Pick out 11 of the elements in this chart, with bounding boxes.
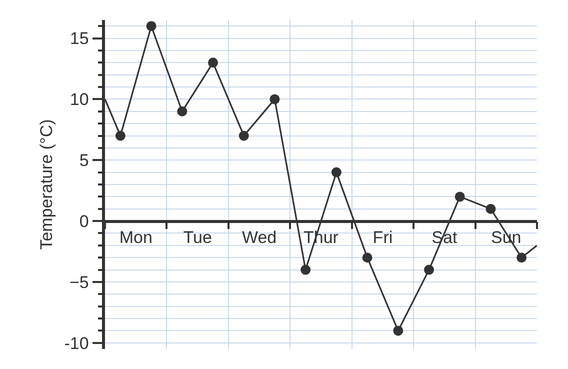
y-tick-label: 0: [79, 212, 89, 232]
x-tick-label: Wed: [242, 228, 277, 248]
y-tick-label: 5: [79, 151, 89, 170]
x-tick-label: Fri: [372, 228, 393, 248]
y-tick-label: 10: [70, 90, 89, 110]
x-tick-label: Mon: [119, 228, 152, 248]
y-tick-label: -10: [64, 334, 89, 353]
x-tick-label: Tue: [183, 228, 212, 248]
y-tick-label: −5: [69, 272, 89, 292]
y-axis-title: Temperature (°C): [36, 119, 56, 250]
y-tick-label: 15: [70, 29, 89, 48]
